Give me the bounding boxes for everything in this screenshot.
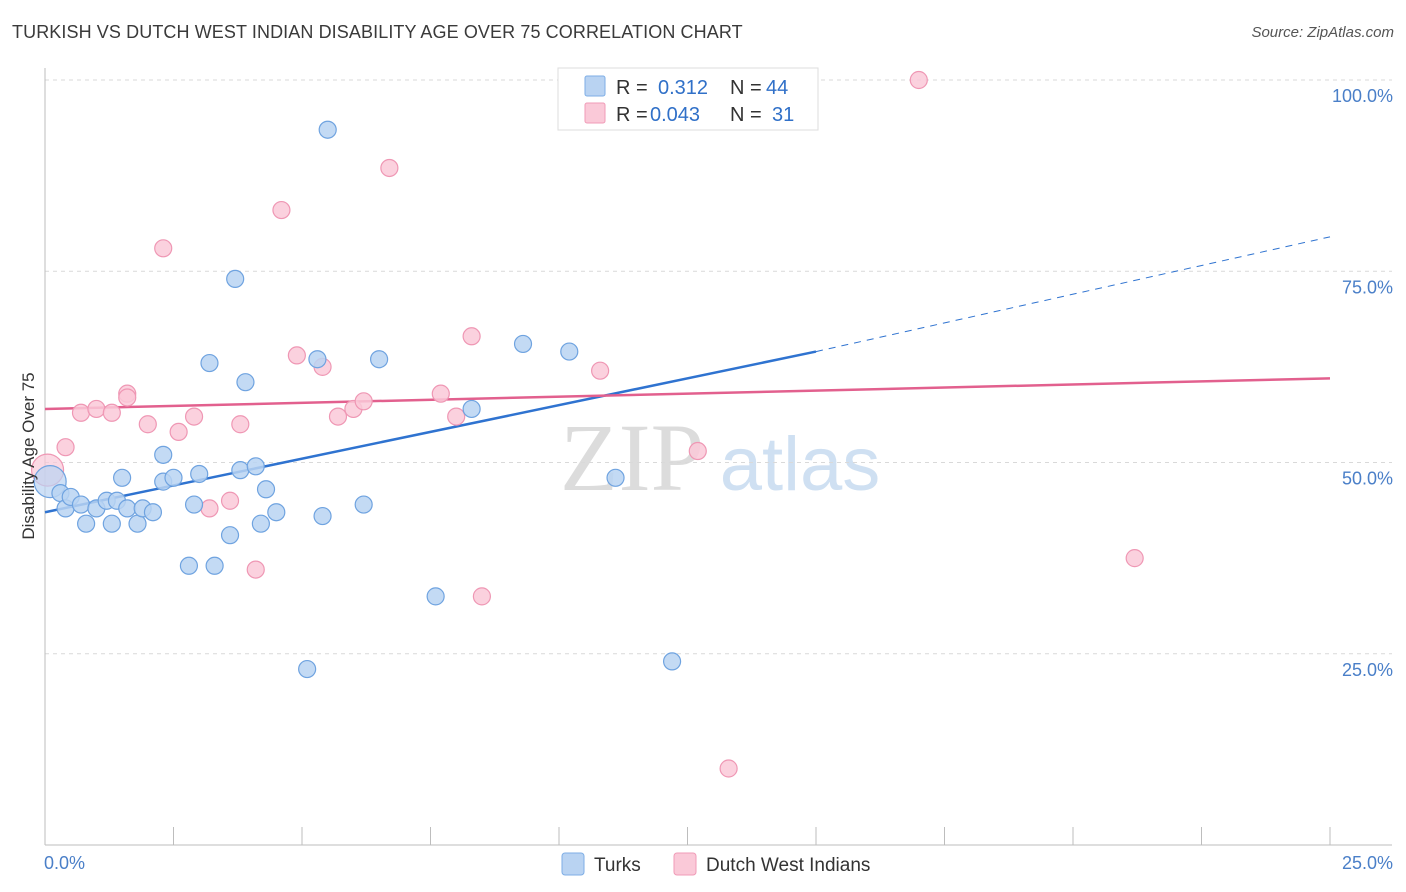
point-turks-39 [513, 334, 533, 354]
point-turks-40 [560, 342, 579, 361]
y-tick-labels: 25.0% 50.0% 75.0% 100.0% [1332, 86, 1393, 680]
point-turks-24 [226, 269, 245, 288]
point-turks-41 [606, 468, 625, 487]
point-turks-10 [112, 468, 132, 487]
point-turks-29 [256, 480, 276, 499]
point-dutch-15 [287, 346, 306, 365]
legend-r-label-1: R = [616, 77, 648, 99]
point-dutch-25 [591, 361, 610, 380]
point-turks-23 [220, 526, 240, 545]
legend-n-value-1: 44 [766, 77, 788, 99]
point-turks-20 [190, 464, 209, 484]
point-dutch-29 [1125, 549, 1144, 568]
point-dutch-20 [380, 158, 399, 178]
point-turks-27 [246, 457, 265, 476]
series-legend: Turks Dutch West Indians [561, 852, 870, 876]
point-dutch-8 [169, 422, 188, 441]
point-dutch-4 [102, 403, 121, 422]
legend-n-value-2: 31 [772, 104, 794, 126]
point-turks-37 [426, 587, 445, 606]
point-turks-26 [236, 373, 255, 392]
point-dutch-30 [118, 388, 137, 407]
point-turks-32 [308, 350, 327, 369]
point-dutch-27 [719, 759, 738, 778]
point-dutch-6 [138, 415, 157, 434]
point-turks-14 [143, 503, 163, 522]
point-turks-25 [231, 461, 250, 480]
point-turks-18 [179, 556, 199, 575]
point-turks-31 [298, 659, 317, 679]
point-turks-8 [102, 514, 121, 533]
legend-swatch-dutch [584, 102, 606, 124]
series-legend-label-turks: Turks [594, 855, 641, 876]
point-dutch-23 [462, 327, 481, 346]
point-dutch-2 [71, 403, 91, 422]
series-legend-swatch-turks [561, 852, 585, 876]
legend-r-value-2: 0.043 [650, 104, 700, 126]
chart-title: TURKISH VS DUTCH WEST INDIAN DISABILITY … [12, 22, 743, 42]
point-dutch-24 [472, 587, 491, 606]
point-dutch-14 [272, 200, 291, 220]
point-dutch-19 [354, 392, 373, 411]
point-turks-33 [313, 506, 332, 526]
point-turks-17 [164, 468, 183, 487]
grid-lines [45, 79, 1392, 655]
watermark-zip: ZIP [560, 404, 704, 511]
x-tick-label-max: 25.0% [1342, 853, 1393, 873]
legend-n-label-1: N = [730, 77, 762, 99]
y-tick-label-25: 25.0% [1342, 660, 1393, 680]
point-dutch-21 [431, 384, 450, 403]
point-dutch-10 [200, 499, 219, 518]
point-dutch-9 [184, 407, 204, 426]
point-turks-5 [77, 514, 96, 533]
point-turks-15 [154, 445, 173, 464]
y-tick-label-50: 50.0% [1342, 469, 1393, 489]
point-dutch-7 [154, 239, 173, 258]
correlation-legend: R = 0.312 N = 44 R = 0.043 N = 31 [557, 67, 819, 131]
point-dutch-17 [328, 407, 348, 426]
legend-r-label-2: R = [616, 104, 648, 126]
x-tick-label-min: 0.0% [44, 853, 85, 873]
point-turks-43 [662, 652, 682, 671]
point-turks-12 [128, 514, 147, 533]
point-dutch-1 [56, 438, 75, 457]
trend-line-turks-extension [815, 236, 1331, 353]
point-turks-28 [251, 514, 270, 533]
watermark-atlas: atlas [720, 422, 881, 507]
legend-r-value-1: 0.312 [658, 77, 708, 99]
point-dutch-28 [909, 70, 928, 90]
point-turks-22 [205, 556, 224, 575]
point-turks-4 [71, 495, 91, 514]
point-turks-21 [200, 353, 219, 373]
legend-swatch-turks [584, 75, 606, 97]
legend-n-label-2: N = [730, 104, 762, 126]
series-legend-label-dutch: Dutch West Indians [706, 855, 870, 876]
y-axis-title: Disability Age Over 75 [19, 372, 38, 539]
point-dutch-13 [246, 560, 265, 579]
point-dutch-3 [87, 399, 106, 419]
point-turks-35 [354, 495, 373, 514]
series-legend-swatch-dutch [673, 852, 697, 876]
point-dutch-12 [231, 415, 250, 434]
point-dutch-11 [220, 491, 240, 510]
axes [44, 68, 1392, 846]
point-dutch-26 [688, 441, 707, 461]
source-credit: Source: ZipAtlas.com [1251, 24, 1394, 41]
y-tick-label-100: 100.0% [1332, 86, 1393, 106]
point-dutch-22 [447, 407, 466, 426]
point-turks-38 [462, 399, 481, 419]
point-turks-19 [184, 495, 204, 514]
point-turks-34 [318, 120, 337, 139]
point-turks-11 [118, 499, 137, 518]
point-turks-36 [370, 350, 389, 369]
y-tick-label-75: 75.0% [1342, 277, 1393, 297]
point-turks-30 [267, 503, 286, 522]
data-points [30, 70, 1144, 778]
trend-line-dutch [44, 377, 1331, 411]
